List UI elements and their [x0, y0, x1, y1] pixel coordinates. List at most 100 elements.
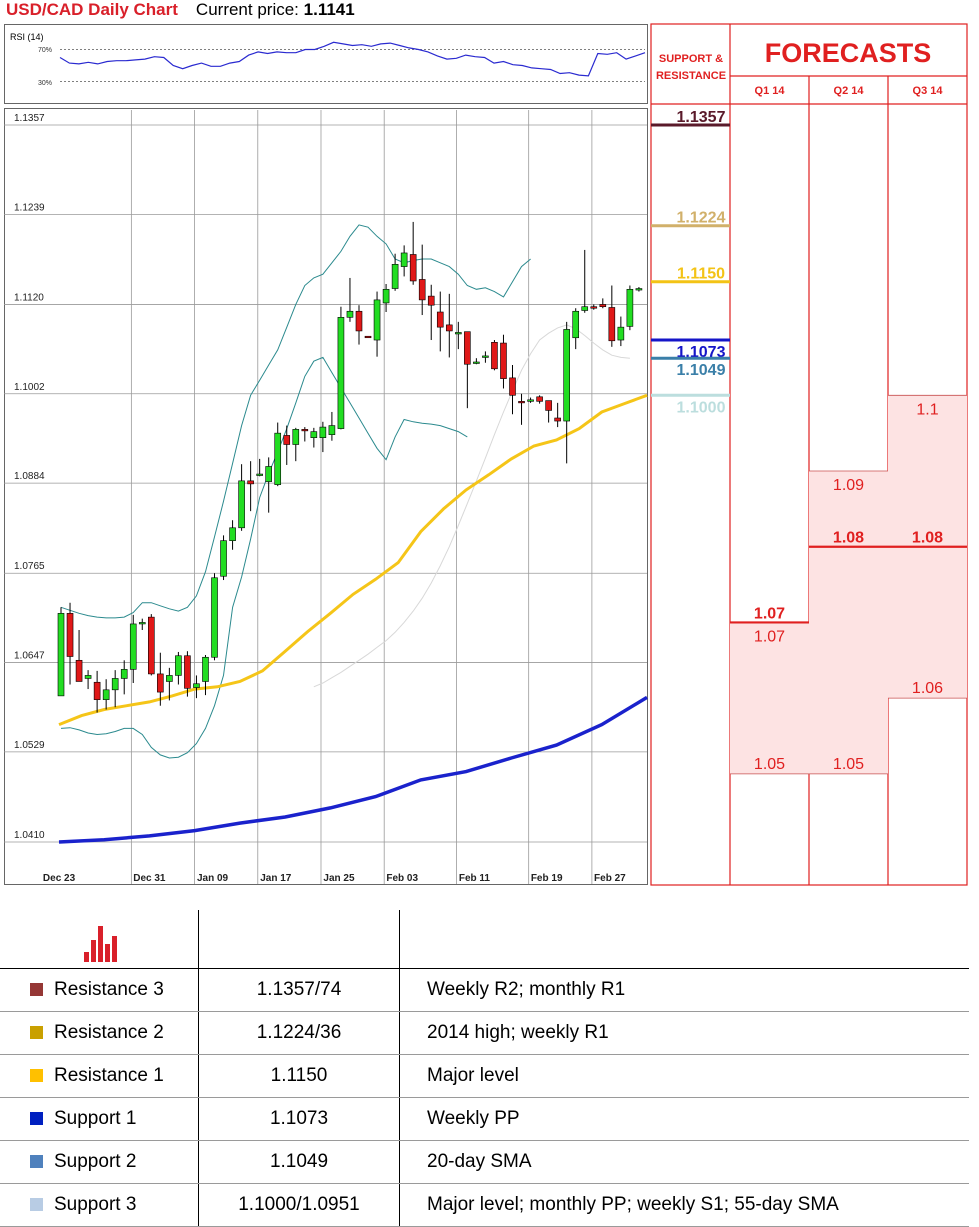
candle-body	[111, 678, 119, 691]
table-row: Resistance 2 1.1224/36 2014 high; weekly R…	[0, 1011, 969, 1055]
candle-body	[382, 288, 390, 304]
candle-body	[400, 252, 408, 267]
candle-body	[148, 616, 155, 675]
y-tick-label: 1.1002	[14, 382, 45, 393]
candle-body	[129, 623, 137, 670]
candle-body	[120, 669, 128, 679]
level-note: Major level; monthly PP; weekly S1; 55-d…	[399, 1183, 969, 1227]
forecast-high-label: 1.1	[916, 401, 938, 418]
rsi-panel	[4, 24, 648, 104]
candle-body	[445, 324, 453, 332]
bar-chart-icon	[84, 926, 117, 962]
x-tick-label: Jan 09	[197, 873, 229, 884]
candle-body	[509, 377, 516, 396]
candle-body	[337, 317, 345, 429]
level-name-cell: Resistance 3	[0, 968, 199, 1012]
candle-body	[491, 341, 498, 370]
candle-body	[418, 279, 426, 301]
y-tick-label: 1.1357	[14, 113, 45, 124]
level-name: Resistance 3	[54, 978, 164, 1000]
sr-title-1: SUPPORT &	[659, 53, 723, 65]
table-row: Resistance 1 1.1150 Major level	[0, 1054, 969, 1098]
candle-body	[138, 622, 146, 625]
level-color-swatch	[30, 1112, 43, 1125]
sma-200-line	[58, 695, 648, 844]
candle-body	[473, 361, 480, 364]
candle-body	[57, 613, 65, 697]
candle-body	[84, 675, 92, 679]
level-value: 1.1357/74	[198, 968, 400, 1012]
x-tick-label: Feb 11	[459, 873, 491, 884]
level-value: 1.1049	[198, 1140, 400, 1184]
y-tick-label: 1.1120	[14, 292, 44, 303]
candle-body	[635, 288, 643, 291]
level-name-cell: Resistance 1	[0, 1054, 199, 1098]
sr-level-label: 1.1224	[677, 210, 726, 227]
forecast-range	[809, 471, 888, 774]
table-row: Resistance 3 1.1357/74 Weekly R2; monthly …	[0, 968, 969, 1012]
candle-body	[310, 431, 318, 438]
candle-body	[247, 480, 254, 485]
candle-body	[157, 673, 164, 693]
level-name-cell: Support 2	[0, 1140, 199, 1184]
candle-body	[464, 331, 471, 365]
candle-body	[274, 432, 282, 485]
x-tick-label: Feb 03	[386, 873, 418, 884]
candle-body	[283, 435, 291, 445]
candle-body	[211, 577, 218, 658]
level-color-swatch	[30, 1155, 43, 1168]
quarter-headers: Q1 14 Q2 14 Q3 14	[755, 85, 944, 97]
forecast-median-label: 1.08	[833, 530, 864, 547]
candle-body	[75, 659, 83, 682]
y-tick-label: 1.0410	[14, 830, 45, 841]
level-value: 1.1000/1.0951	[198, 1183, 400, 1227]
candle-body	[626, 288, 634, 327]
candle-body	[563, 329, 570, 422]
level-name: Resistance 2	[54, 1021, 164, 1043]
y-tick-label: 1.0529	[14, 740, 45, 751]
table-row: Support 1 1.1073 Weekly PP	[0, 1097, 969, 1141]
candle-body	[590, 306, 598, 309]
x-tick-label: Feb 27	[594, 873, 626, 884]
candle-body	[102, 689, 110, 700]
chart-canvas: RSI (14) 70% 30% 1.1357 1.1239 1.1120 1.100…	[4, 23, 968, 886]
candle-body	[427, 295, 435, 306]
candle-body	[166, 675, 173, 682]
level-note: Major level	[399, 1054, 969, 1098]
forecast-high-label: 1.07	[754, 628, 785, 645]
y-axis-ticks: 1.1357 1.1239 1.1120 1.1002 1.0884 1.0765 1.06…	[14, 113, 45, 841]
y-tick-label: 1.0884	[14, 471, 45, 482]
forecast-median-label: 1.08	[912, 530, 943, 547]
candle-body	[301, 429, 309, 432]
x-tick-label: Dec 23	[43, 873, 76, 884]
level-name-cell: Resistance 2	[0, 1011, 199, 1055]
candle-body	[527, 399, 534, 402]
y-tick-label: 1.0765	[14, 561, 45, 572]
level-color-swatch	[30, 983, 43, 996]
level-name: Resistance 1	[54, 1064, 164, 1086]
candle-body	[202, 656, 209, 682]
forecast-low-label: 1.05	[754, 756, 785, 773]
candle-body	[319, 426, 327, 438]
candle-body	[581, 306, 589, 311]
bollinger-lower	[60, 356, 468, 759]
forecasts-title: FORECASTS	[765, 38, 932, 68]
level-value: 1.1224/36	[198, 1011, 400, 1055]
forecast-low-label: 1.05	[833, 756, 864, 773]
forecast-high-label: 1.09	[833, 477, 864, 494]
price-panel	[4, 108, 648, 885]
x-tick-label: Feb 19	[531, 873, 563, 884]
rsi-series	[59, 41, 646, 77]
candle-body	[66, 613, 74, 657]
forecast-bars: 1.07 1.07 1.05 1.08 1.09 1.05 1.08 1.1 1.06	[730, 394, 967, 775]
candle-body	[599, 304, 607, 308]
candle-body	[256, 473, 263, 476]
candle-body	[373, 299, 381, 341]
chart-title: USD/CAD Daily Chart	[6, 0, 178, 19]
y-tick-label: 1.0647	[14, 651, 45, 662]
candle-body	[482, 355, 489, 358]
rsi-level-30: 30%	[38, 80, 52, 87]
candle-body	[193, 683, 200, 688]
y-tick-label: 1.1239	[14, 202, 45, 213]
